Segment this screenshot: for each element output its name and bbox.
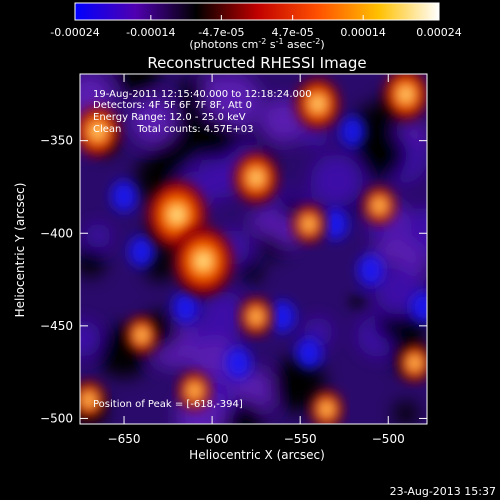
plot-frame (79, 73, 428, 425)
heatmap-contrast (111, 115, 427, 379)
background-blob (115, 74, 159, 96)
bright-source (383, 74, 427, 120)
negative-region (111, 180, 138, 213)
bright-source (177, 371, 211, 410)
bright-source (295, 78, 340, 129)
colorbar-tick-label: 0.00014 (340, 26, 386, 39)
x-tick-label: −600 (196, 432, 229, 446)
background-blob (238, 258, 263, 283)
negative-region (322, 208, 349, 240)
info-text-block: 19-Aug-2011 12:15:40.000 to 12:18:24.000… (93, 89, 312, 410)
background-blob (80, 320, 102, 357)
heatmap-sources (80, 74, 427, 424)
background-blob (130, 97, 177, 144)
source-contour (306, 221, 312, 227)
background-blob (85, 223, 112, 249)
background-blob (310, 154, 364, 208)
background-blob (193, 116, 237, 161)
negative-region (357, 254, 384, 287)
source-contour (86, 397, 92, 403)
colorbar-tick-label: 0.00024 (416, 26, 462, 39)
x-tick-label: −650 (108, 432, 141, 446)
background-blob (251, 209, 276, 234)
x-tick-label: −500 (372, 432, 405, 446)
info-line-time: 19-Aug-2011 12:15:40.000 to 12:18:24.000 (93, 89, 312, 100)
colorbar: -0.00024 -0.00014 -4.7e-05 4.7e-05 0.00014 0.… (50, 2, 462, 51)
source-contour (199, 256, 208, 266)
background-blob (375, 315, 398, 338)
background-blob (80, 74, 113, 119)
bright-source (292, 205, 326, 243)
colorbar-tick-label: -0.00024 (50, 26, 99, 39)
colorbar-unit-label: (photons cm-2 s-1 asec-2) (189, 37, 324, 51)
y-tick-label: −400 (40, 226, 73, 240)
y-tick-label: −500 (40, 411, 73, 425)
bright-source (310, 390, 344, 424)
negative-region (340, 115, 367, 148)
colorbar-tick-label: -0.00014 (126, 26, 175, 39)
y-tick-label: −450 (40, 319, 73, 333)
source-contour (172, 210, 181, 220)
bright-source (80, 380, 106, 419)
negative-region (295, 337, 322, 370)
source-contour (314, 100, 321, 108)
source-contour (377, 202, 382, 209)
heatmap-image (80, 74, 427, 424)
background-blob (260, 97, 306, 143)
x-axis-label: Heliocentric X (arcsec) (189, 448, 325, 462)
colorbar-tick-label: -4.7e-05 (198, 26, 244, 39)
background-blob (155, 148, 177, 171)
bright-source (398, 343, 427, 382)
source-contour (324, 406, 329, 412)
source-contour (139, 332, 144, 338)
peak-position-label: Position of Peak = [-618,-394] (93, 399, 243, 410)
info-line-clean: Clean Total counts: 4.57E+03 (93, 124, 253, 135)
negative-region (128, 235, 155, 268)
bright-source (147, 180, 207, 249)
source-contour (253, 314, 259, 320)
source-contour (253, 174, 260, 182)
bright-source (234, 152, 279, 204)
x-axis: −650 −600 −550 −500 (108, 74, 405, 446)
negative-region (225, 346, 252, 379)
source-contour (94, 127, 101, 135)
bright-source (362, 186, 396, 225)
colorbar-ticks: -0.00024 -0.00014 -4.7e-05 4.7e-05 0.00014 0.… (50, 15, 462, 39)
info-line-detectors: Detectors: 4F 5F 6F 7F 8F, Att 0 (93, 100, 252, 111)
negative-minimum (348, 296, 365, 307)
info-line-energy: Energy Range: 12.0 - 25.0 keV (93, 112, 246, 123)
background-blob (393, 401, 419, 424)
y-axis: −350 −400 −450 −500 (40, 134, 427, 425)
bright-source (173, 226, 233, 296)
y-axis-label: Heliocentric Y (arcsec) (13, 183, 27, 318)
bright-source (80, 106, 120, 157)
background-blob (203, 74, 228, 98)
colorbar-strip (74, 2, 440, 21)
negative-region (172, 291, 199, 324)
source-contour (192, 388, 197, 394)
background-blob (270, 357, 325, 412)
colorbar-tick-label: 4.7e-05 (272, 26, 314, 39)
y-tick-label: −350 (40, 134, 73, 148)
negative-region (410, 291, 427, 324)
chart-title: Reconstructed RHESSI Image (147, 54, 366, 72)
negative-region (269, 300, 296, 333)
bright-source (125, 316, 159, 355)
background-blob (80, 246, 106, 277)
x-tick-label: −550 (284, 432, 317, 446)
source-contour (412, 360, 417, 366)
bright-source (239, 297, 273, 336)
source-contour (402, 90, 409, 98)
timestamp: 23-Aug-2013 15:37 (390, 485, 496, 498)
